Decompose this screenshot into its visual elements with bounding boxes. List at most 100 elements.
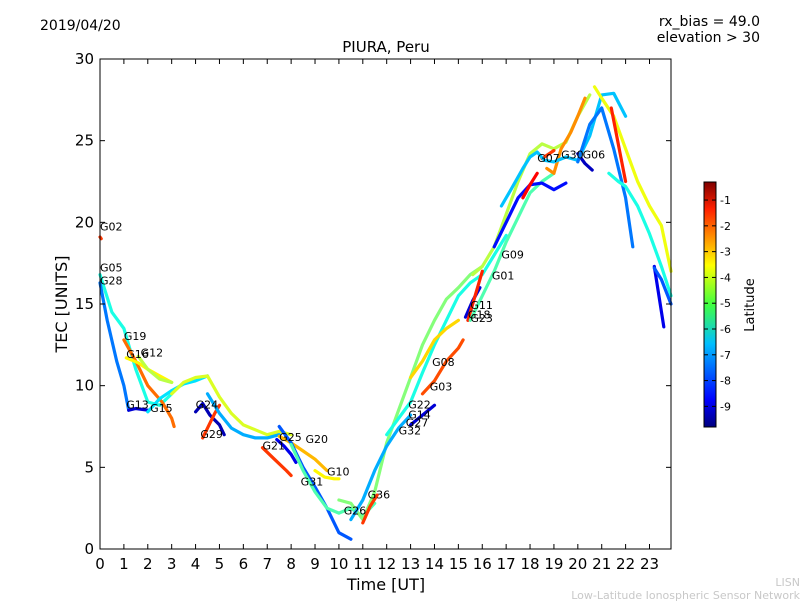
prn-label: G32 <box>399 425 422 438</box>
series-g25 <box>275 438 298 464</box>
x-tick-label: 12 <box>377 555 396 573</box>
prn-label: G15 <box>150 402 173 415</box>
series-g21 <box>260 446 293 478</box>
credit: LISN Low-Latitude Ionospheric Sensor Net… <box>571 576 800 602</box>
series-g32 <box>349 413 413 522</box>
prn-label: G25 <box>279 431 302 444</box>
series-g10 <box>313 469 341 481</box>
x-axis-label: Time [UT] <box>346 575 425 594</box>
x-tick-label: 15 <box>449 555 468 573</box>
series-g18 <box>205 392 281 440</box>
y-tick-label: 0 <box>84 540 94 558</box>
series-g28 <box>98 281 131 412</box>
prn-label: G12 <box>141 346 164 359</box>
prn-label: G09 <box>501 248 524 261</box>
colorbar-tick-label: -7 <box>720 349 731 362</box>
x-tick-label: 1 <box>119 555 129 573</box>
x-tick-label: 0 <box>95 555 105 573</box>
series-g31 <box>277 424 353 541</box>
x-tick-label: 19 <box>544 555 563 573</box>
x-tick-label: 6 <box>239 555 249 573</box>
series-g29b <box>592 85 673 273</box>
prn-label: G14 <box>408 408 431 421</box>
y-tick-label: 30 <box>75 50 94 68</box>
prn-label: G01 <box>492 270 515 283</box>
prn-label: G20 <box>305 433 328 446</box>
rx-bias-label: rx_bias = 49.0 <box>658 14 760 30</box>
x-tick-label: 4 <box>191 555 201 573</box>
prn-label: G03 <box>430 381 453 394</box>
x-tick-label: 8 <box>286 555 296 573</box>
x-tick-label: 17 <box>497 555 516 573</box>
prn-label: G18 <box>468 309 491 322</box>
x-tick-label: 10 <box>329 555 348 573</box>
prn-label: G05 <box>100 261 123 274</box>
x-tick-label: 22 <box>616 555 635 573</box>
y-tick-label: 20 <box>75 213 94 231</box>
x-tick-label: 23 <box>640 555 659 573</box>
y-tick-label: 5 <box>84 458 94 476</box>
prn-label: G36 <box>368 488 391 501</box>
prn-label: G21 <box>262 439 285 452</box>
prn-label: G26 <box>344 505 367 518</box>
colorbar-tick-label: -3 <box>720 246 731 259</box>
prn-label: G27 <box>406 417 429 430</box>
series-g36 <box>361 493 379 525</box>
credit-short: LISN <box>775 576 800 589</box>
colorbar-label: Latitude <box>743 278 758 332</box>
colorbar-tick-label: -9 <box>720 400 731 413</box>
series-g05 <box>98 273 174 407</box>
y-axis-label: TEC [UNITS] <box>52 256 71 354</box>
prn-label: G11 <box>470 299 493 312</box>
series-g19b <box>652 264 666 329</box>
y-tick-label: 25 <box>75 132 94 150</box>
series-g30 <box>545 96 587 175</box>
series-g24 <box>194 402 226 437</box>
prn-label: G31 <box>301 475 324 488</box>
rx-bias-info: rx_bias = 49.0 elevation > 30 <box>657 14 760 46</box>
x-tick-label: 11 <box>353 555 372 573</box>
colorbar-tick-label: -6 <box>720 323 731 336</box>
y-tick-label: 15 <box>75 295 94 313</box>
colorbar-tick-label: -8 <box>720 375 731 388</box>
colorbar-tick-label: -2 <box>720 220 731 233</box>
prn-label: G24 <box>196 399 219 412</box>
series-g19 <box>122 338 176 429</box>
prn-label: G13 <box>126 399 149 412</box>
colorbar-tick-label: -1 <box>720 194 731 207</box>
y-tick-label: 10 <box>75 377 94 395</box>
colorbar-tick-label: -4 <box>720 271 731 284</box>
series-g12 <box>136 354 174 384</box>
series-g21b <box>607 171 673 298</box>
x-tick-label: 7 <box>262 555 272 573</box>
prn-label: G08 <box>432 356 455 369</box>
prn-label: G06 <box>583 149 606 162</box>
x-tick-label: 3 <box>167 555 177 573</box>
series-g32b <box>652 266 673 306</box>
x-tick-label: 21 <box>592 555 611 573</box>
x-tick-label: 14 <box>425 555 444 573</box>
prn-label: G28 <box>100 274 123 287</box>
colorbar <box>703 181 717 428</box>
series-g27 <box>409 403 437 427</box>
x-tick-label: 16 <box>473 555 492 573</box>
credit-long: Low-Latitude Ionospheric Sensor Network <box>571 589 800 602</box>
prn-label: G19 <box>124 330 147 343</box>
x-tick-label: 2 <box>143 555 153 573</box>
x-tick-label: 18 <box>520 555 539 573</box>
series-g22 <box>337 264 484 522</box>
prn-label: G07 <box>537 152 560 165</box>
series-g07 <box>521 171 539 200</box>
series-g14 <box>385 233 508 437</box>
series-g23 <box>170 374 293 437</box>
prn-label: G23 <box>470 312 493 325</box>
prn-label: G30 <box>561 149 584 162</box>
plot-frame <box>99 58 672 550</box>
x-tick-label: 5 <box>215 555 225 573</box>
x-tick-label: 13 <box>401 555 420 573</box>
series-g25b <box>609 106 628 184</box>
colorbar-tick-label: -5 <box>720 297 731 310</box>
series-g08 <box>409 318 460 380</box>
series-g20 <box>277 434 329 473</box>
